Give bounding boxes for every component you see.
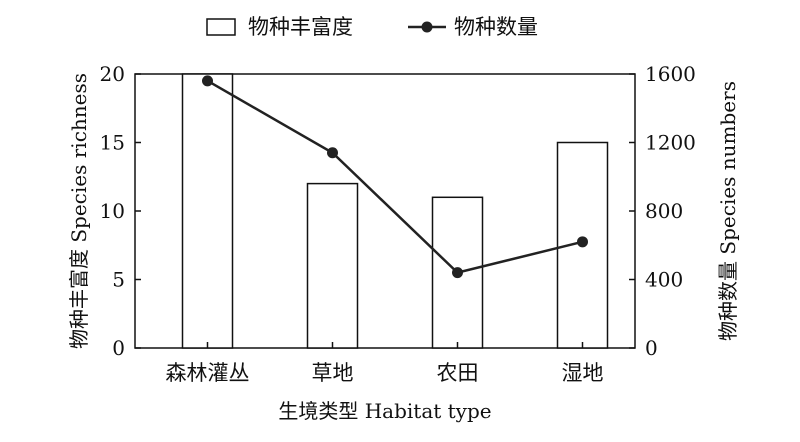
x-tick-label: 湿地 xyxy=(562,361,604,385)
legend-bar-label: 物种丰富度 xyxy=(248,15,353,39)
y-axis-right-title: 物种数量 Species numbers xyxy=(716,81,740,341)
y-right-tick-label: 1200 xyxy=(645,131,696,155)
legend: 物种丰富度 物种数量 xyxy=(206,15,538,39)
y-right-tick-label: 400 xyxy=(645,268,683,292)
line-series xyxy=(202,75,588,279)
legend-bar-swatch xyxy=(206,18,236,36)
y-right-tick-label: 800 xyxy=(645,199,683,223)
y-right-tick-label: 1600 xyxy=(645,62,696,86)
y-left-tick-label: 0 xyxy=(112,336,125,360)
y-left-tick-label: 5 xyxy=(112,268,125,292)
legend-line-marker xyxy=(421,21,433,33)
x-axis-title: 生境类型 Habitat type xyxy=(278,399,491,423)
x-tick-label: 森林灌丛 xyxy=(166,361,250,385)
line-point-3 xyxy=(452,267,463,279)
line-point-1 xyxy=(202,75,213,87)
y-left-tick-label: 10 xyxy=(100,199,125,223)
y-right-tick-label: 0 xyxy=(645,336,658,360)
legend-line-label: 物种数量 xyxy=(454,15,538,39)
y-left-tick-label: 15 xyxy=(100,131,125,155)
x-tick-label: 草地 xyxy=(312,361,354,385)
line-path xyxy=(206,79,583,275)
line-point-4 xyxy=(577,236,588,248)
bar-2 xyxy=(306,182,359,349)
axis-ticks: 0 5 10 15 20 0 400 800 1200 1600 森林灌丛 草地 农田 湿地 xyxy=(100,62,696,385)
x-tick-label: 农田 xyxy=(437,361,479,385)
y-axis-left-title: 物种丰富度 Species richness xyxy=(67,73,91,349)
y-left-tick-label: 20 xyxy=(100,62,125,86)
bar-1 xyxy=(181,73,234,349)
line-point-2 xyxy=(327,147,338,159)
